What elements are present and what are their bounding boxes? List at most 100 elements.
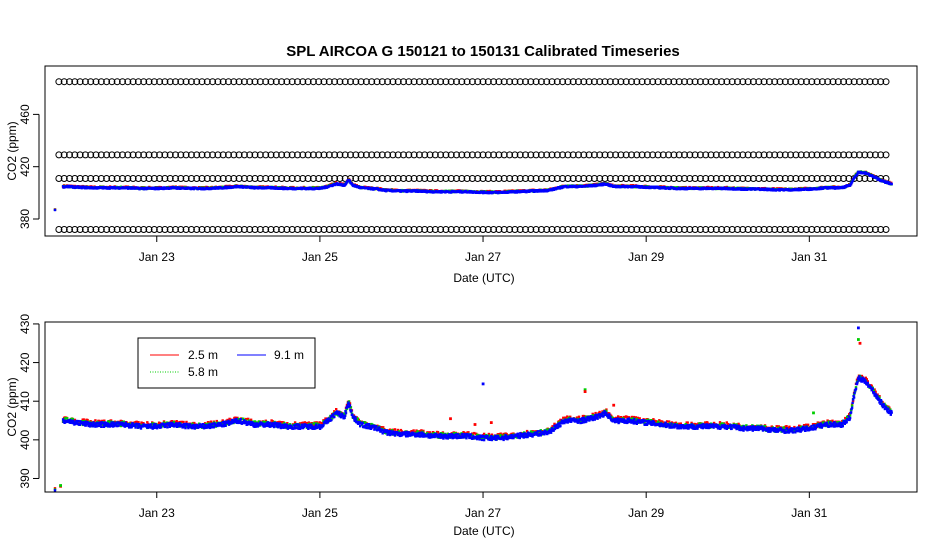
series-25m-point (86, 418, 89, 422)
calibration-marker-3 (198, 78, 206, 86)
calibration-marker-3 (410, 78, 418, 86)
calibration-marker-2 (129, 151, 137, 159)
calibration-marker-1 (71, 175, 79, 182)
calibration-marker-3 (299, 78, 307, 86)
series-25m-point (307, 421, 310, 424)
calibration-marker-0 (294, 226, 301, 233)
calibration-marker-2 (304, 151, 312, 159)
calibration-marker-2 (256, 151, 264, 159)
bottom-plot-frame (44, 321, 918, 493)
calibration-marker-1 (511, 175, 519, 182)
calibration-marker-3 (760, 78, 768, 86)
calibration-marker-2 (543, 151, 551, 159)
calibration-marker-3 (665, 78, 673, 86)
calibration-marker-0 (527, 226, 535, 233)
series-25m-point (566, 415, 569, 418)
series-25m-point (467, 431, 470, 434)
calibration-marker-0 (479, 226, 487, 233)
calibration-marker-0 (882, 226, 890, 233)
calibration-marker-0 (341, 226, 349, 233)
calibration-marker-0 (765, 226, 773, 233)
calibration-marker-3 (55, 78, 63, 86)
x-tick-label-0: Jan 23 (139, 250, 175, 264)
calibration-marker-0 (389, 226, 397, 233)
calibration-marker-3 (240, 78, 248, 86)
series-25m-point (301, 421, 305, 424)
calibration-marker-2 (596, 151, 604, 159)
calibration-marker-2 (712, 151, 720, 159)
calibration-marker-2 (479, 151, 487, 159)
series-25m-point (271, 420, 274, 423)
calibration-marker-0 (797, 226, 805, 233)
calibration-marker-1 (336, 175, 344, 182)
series-25m-point (577, 415, 581, 418)
calibration-marker-3 (415, 78, 423, 86)
series-91m-point (833, 186, 836, 189)
calibration-marker-0 (691, 226, 699, 233)
calibration-marker-3 (622, 78, 630, 86)
series-25m-point (712, 421, 716, 425)
calibration-marker-0 (283, 226, 291, 233)
series-25m-point (286, 422, 289, 425)
series-25m-point (652, 418, 655, 421)
calibration-marker-0 (776, 226, 784, 233)
series-25m-point (594, 411, 597, 415)
series-25m-point (632, 415, 635, 419)
calibration-marker-0 (728, 226, 736, 233)
calibration-marker-1 (389, 175, 397, 182)
calibration-marker-1 (214, 175, 222, 182)
calibration-marker-1 (373, 175, 381, 182)
calibration-marker-2 (718, 151, 726, 159)
calibration-marker-3 (617, 78, 625, 86)
calibration-marker-0 (203, 226, 211, 233)
calibration-marker-0 (230, 226, 238, 233)
series-58m-point (119, 424, 123, 428)
calibration-marker-2 (771, 151, 779, 159)
calibration-marker-1 (230, 175, 238, 182)
calibration-marker-3 (288, 78, 296, 86)
series-25m-point (625, 415, 629, 419)
calibration-marker-2 (575, 151, 582, 159)
calibration-marker-0 (675, 226, 683, 233)
series-25m-point (247, 417, 250, 421)
calibration-marker-0 (140, 226, 148, 233)
calibration-marker-0 (304, 226, 312, 233)
calibration-marker-0 (331, 226, 339, 233)
calibration-marker-0 (643, 226, 651, 233)
calibration-marker-1 (649, 175, 657, 182)
calibration-marker-0 (702, 226, 710, 233)
calibration-marker-3 (262, 78, 270, 86)
calibration-marker-1 (638, 175, 646, 182)
calibration-marker-3 (670, 78, 678, 86)
calibration-marker-0 (712, 226, 720, 233)
calibration-marker-3 (638, 78, 646, 86)
calibration-marker-2 (522, 151, 529, 159)
calibration-marker-0 (309, 226, 317, 233)
calibration-marker-0 (357, 226, 365, 233)
calibration-marker-2 (643, 151, 651, 159)
calibration-marker-2 (702, 151, 710, 159)
series-25m-point (113, 420, 117, 423)
calibration-marker-3 (776, 78, 784, 86)
series-25m-point (321, 422, 324, 425)
chart-title: SPL AIRCOA G 150121 to 150131 Calibrated… (286, 43, 680, 60)
calibration-marker-3 (585, 78, 593, 86)
calibration-marker-2 (309, 151, 317, 159)
calibration-marker-0 (225, 226, 232, 233)
calibration-marker-3 (612, 78, 620, 86)
calibration-marker-1 (781, 175, 789, 182)
calibration-marker-1 (272, 175, 280, 182)
calibration-marker-2 (400, 151, 407, 159)
series-25m-point (206, 421, 210, 424)
calibration-marker-1 (161, 175, 169, 182)
calibration-marker-1 (81, 175, 89, 182)
calibration-marker-3 (856, 78, 863, 86)
calibration-marker-2 (97, 151, 105, 159)
calibration-marker-1 (490, 175, 498, 182)
calibration-marker-2 (320, 151, 328, 159)
series-25m-point (420, 429, 423, 432)
calibration-marker-3 (781, 78, 789, 86)
series-25m-point (234, 416, 237, 419)
calibration-marker-2 (251, 151, 259, 159)
series-25m-point (436, 431, 440, 434)
